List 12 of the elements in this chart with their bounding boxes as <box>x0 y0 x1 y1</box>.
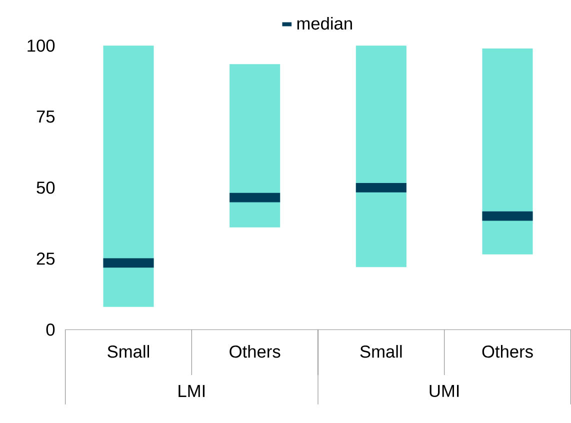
text: LMI <box>178 385 205 397</box>
y-tick-label: 25 <box>36 252 55 265</box>
x-tick-label: Small <box>360 345 402 358</box>
x-tick-label: Small <box>108 345 150 358</box>
x-tick-label: Others <box>482 345 533 358</box>
text: UMI <box>430 384 459 398</box>
y-tick-label: 100 <box>28 40 55 52</box>
y-tick-label: 0 <box>46 324 55 336</box>
y-tick-label: 75 <box>36 110 55 123</box>
series-label: median <box>297 16 352 30</box>
y-tick-label: 50 <box>36 182 55 194</box>
x-tick-label: Others <box>230 345 280 358</box>
